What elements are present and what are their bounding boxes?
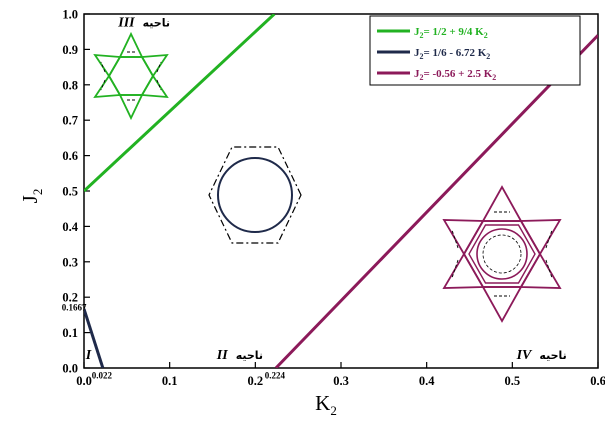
series-line-3 — [274, 34, 598, 368]
legend-label-1: J2= 1/2 + 9/4 K2 — [414, 26, 488, 40]
x-tick-label: 0.0 — [76, 374, 92, 388]
star-triangle-green — [140, 53, 169, 78]
star-figure-green — [93, 31, 169, 121]
star-triangle-green — [118, 31, 144, 58]
dashed-hexagon — [208, 146, 302, 244]
y-tick-label: 0.1 — [62, 326, 78, 340]
annotations: 0.1667 0.022 0.224 — [62, 302, 286, 380]
y-axis-ticks: 0.0 0.1 0.2 0.3 0.4 0.5 0.6 0.7 0.8 0.9 1.0 — [62, 8, 90, 376]
y-tick-label: 0.7 — [62, 114, 78, 128]
star-triangle-green — [93, 74, 122, 99]
region-numeral: II — [216, 348, 228, 363]
star-triangle-green — [93, 53, 122, 78]
y-tick-label: 0.2 — [62, 291, 78, 305]
x-tick-label: 0.2 — [248, 374, 264, 388]
region-labels: III ناحیه II ناحیه I IV ناحیه — [85, 15, 567, 363]
series-line-1 — [84, 14, 276, 193]
y-tick-label: 0.4 — [62, 220, 78, 234]
y-tick-label: 0.5 — [62, 185, 78, 199]
region-label-ii: II ناحیه — [216, 348, 263, 363]
y-axis-title: J2 — [18, 189, 45, 204]
legend: J2= 1/2 + 9/4 K2 J2= 1/6 - 6.72 K2 J2= -0.… — [369, 15, 581, 86]
star-figure-maroon — [442, 185, 562, 323]
star-inner-hexagon-green — [107, 56, 155, 96]
star-triangle-maroon — [481, 185, 523, 222]
star-inner-hexagon-maroon — [468, 224, 536, 284]
x-axis-ticks: 0.0 0.1 0.2 0.3 0.4 0.5 0.6 — [76, 362, 605, 388]
star-dash-marks-green — [100, 51, 162, 101]
inner-circle-navy — [217, 157, 293, 233]
legend-label-2: J2= 1/6 - 6.72 K2 — [414, 47, 490, 61]
x-tick-label: 0.4 — [419, 374, 435, 388]
star-triangle-green — [140, 74, 169, 99]
point-annotation: 0.1667 — [62, 302, 87, 312]
x-tick-label: 0.6 — [590, 374, 605, 388]
y-tick-label: 0.6 — [62, 149, 78, 163]
y-tick-label: 0.0 — [62, 362, 78, 376]
point-annotation: 0.022 — [92, 371, 113, 381]
region-numeral: IV — [516, 348, 533, 363]
x-axis-title: K2 — [315, 391, 337, 418]
region-word: ناحیه — [143, 16, 170, 29]
series-lines — [84, 14, 598, 368]
series-line-2 — [84, 308, 105, 368]
y-tick-label: 0.8 — [62, 78, 78, 92]
legend-label-3: J2= -0.56 + 2.5 K2 — [414, 68, 496, 82]
x-tick-label: 0.3 — [333, 374, 349, 388]
star-triangle-maroon — [481, 286, 523, 323]
y-tick-label: 0.3 — [62, 255, 78, 269]
region-label-iv: IV ناحیه — [516, 348, 567, 363]
region-word: ناحیه — [236, 349, 263, 362]
region-numeral: I — [85, 348, 92, 363]
star-inner-circle-dashed — [482, 234, 522, 274]
region-word: ناحیه — [539, 349, 566, 362]
region-numeral: III — [117, 15, 135, 30]
point-annotation: 0.224 — [265, 371, 286, 381]
x-tick-label: 0.5 — [505, 374, 521, 388]
y-tick-label: 0.9 — [62, 43, 78, 57]
star-circle-maroon — [476, 228, 528, 280]
star-dash-marks-maroon — [451, 211, 553, 297]
region-label-iii: III ناحیه — [117, 15, 170, 30]
y-tick-label: 1.0 — [62, 8, 78, 22]
y-axis-title-group: J2 — [18, 189, 45, 204]
star-triangle-green — [118, 94, 144, 121]
star-outer-hexagon-maroon — [462, 220, 542, 288]
hexagon-circle-figure — [208, 146, 302, 244]
x-tick-label: 0.1 — [162, 374, 178, 388]
region-label-i: I — [85, 348, 92, 363]
